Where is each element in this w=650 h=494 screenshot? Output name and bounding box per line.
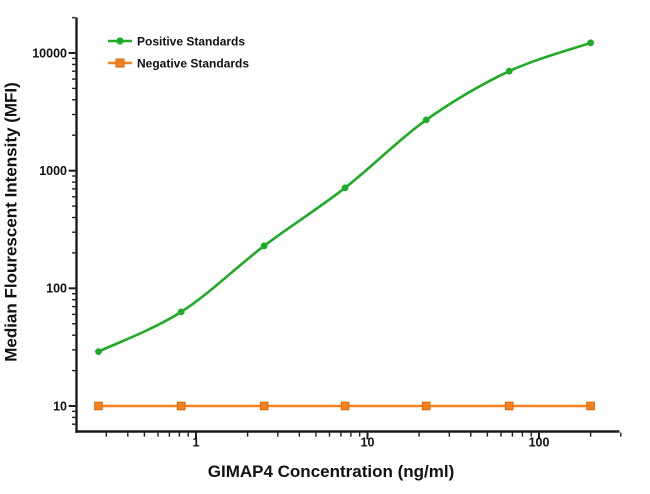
data-point-negative-standards xyxy=(421,401,431,411)
series-layer xyxy=(94,39,595,411)
legend: Positive Standards Negative Standards xyxy=(108,34,249,70)
positive-legend-marker-icon xyxy=(116,37,124,45)
data-point-negative-standards xyxy=(176,401,186,411)
data-point-positive-standards xyxy=(177,308,185,316)
x-axis-label: GIMAP4 Concentration (ng/ml) xyxy=(208,462,455,481)
x-tick-label: 100 xyxy=(529,436,550,450)
data-point-positive-standards xyxy=(341,184,349,192)
data-point-positive-standards xyxy=(260,242,268,250)
y-tick-label: 10000 xyxy=(32,46,67,60)
data-point-negative-standards xyxy=(504,401,514,411)
data-point-positive-standards xyxy=(422,116,430,124)
legend-label-positive: Positive Standards xyxy=(137,34,245,48)
data-point-positive-standards xyxy=(95,348,102,355)
y-tick-label: 100 xyxy=(46,282,67,296)
data-point-negative-standards xyxy=(94,401,103,411)
data-point-negative-standards xyxy=(340,401,350,411)
series-line-positive-standards xyxy=(97,41,592,353)
negative-legend-marker-icon xyxy=(115,58,125,68)
data-point-negative-standards xyxy=(259,401,269,411)
x-tick-label: 10 xyxy=(361,436,375,450)
data-point-negative-standards xyxy=(586,401,595,411)
legend-label-negative: Negative Standards xyxy=(137,56,249,70)
data-point-positive-standards xyxy=(587,39,594,47)
x-tick-label: 1 xyxy=(193,436,200,450)
y-tick-label: 10 xyxy=(53,399,67,413)
data-point-positive-standards xyxy=(505,67,513,75)
y-tick-label: 1000 xyxy=(39,164,67,178)
y-axis-label: Median Flourescent Intensity (MFI) xyxy=(2,82,21,362)
axes-layer: 1 10 100 10 100 1000 10000 xyxy=(32,16,622,450)
